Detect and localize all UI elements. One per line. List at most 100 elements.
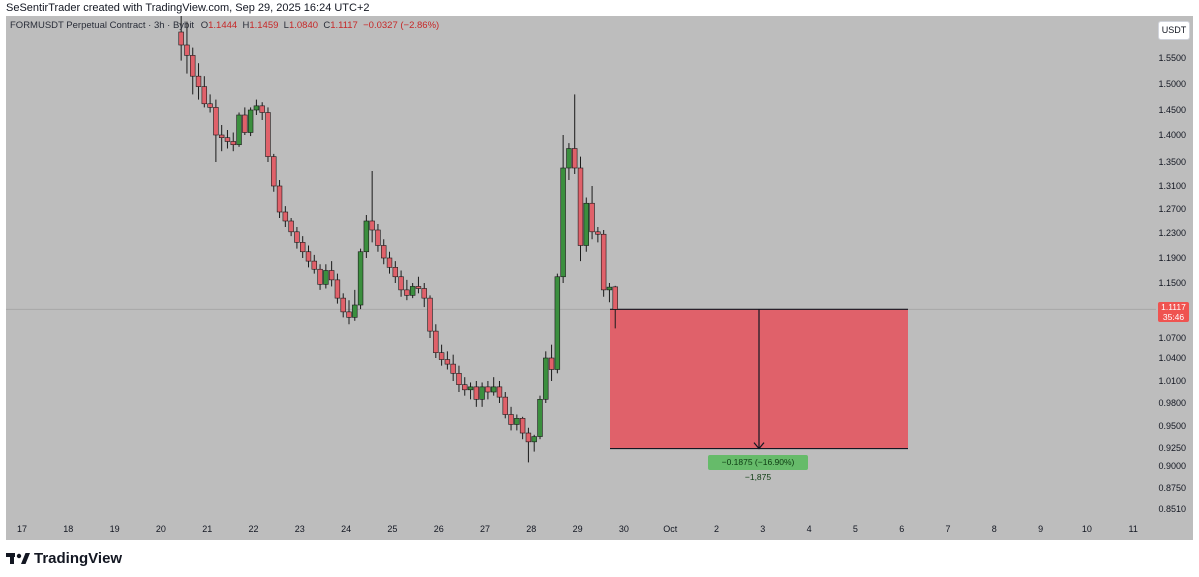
- x-tick-label: 20: [156, 524, 166, 534]
- candle-body: [485, 386, 491, 393]
- candle: [600, 230, 607, 297]
- x-tick-label: 9: [1038, 524, 1043, 534]
- x-tick-label: 11: [1129, 524, 1138, 534]
- candle-body: [508, 414, 514, 425]
- candle: [554, 273, 561, 374]
- x-tick-label: 6: [899, 524, 904, 534]
- candle-body: [311, 260, 317, 270]
- candle-body: [456, 373, 462, 385]
- candle-body: [392, 267, 398, 278]
- candle: [467, 382, 474, 400]
- candle-body: [381, 245, 387, 259]
- y-tick-label: 0.9800: [1158, 398, 1186, 408]
- candle: [595, 227, 601, 243]
- candle: [537, 395, 543, 440]
- x-tick-label: 4: [807, 524, 812, 534]
- symbol-legend: FORMUSDT Perpetual Contract · 3h · Bybit…: [10, 20, 439, 31]
- symbol-name: FORMUSDT Perpetual Contract · 3h · Bybit: [10, 20, 195, 31]
- candle: [398, 270, 404, 297]
- candle-body: [398, 276, 404, 291]
- candle-body: [409, 286, 416, 296]
- candle-body: [496, 386, 503, 398]
- candle-body: [531, 436, 537, 443]
- x-tick-label: 3: [760, 524, 765, 534]
- candle-body: [438, 352, 445, 360]
- candle: [242, 107, 248, 135]
- candle: [444, 351, 451, 370]
- candle-body: [427, 297, 433, 332]
- candle-body: [334, 279, 341, 299]
- candle-body: [577, 167, 584, 246]
- candle: [247, 107, 254, 137]
- candle-body: [213, 107, 219, 136]
- candle-body: [572, 148, 578, 169]
- candle: [276, 180, 283, 218]
- candle-body: [294, 231, 300, 243]
- candle-body: [363, 220, 370, 253]
- current-price-tag: 1.1117 35:46: [1158, 302, 1189, 322]
- candle-body: [230, 141, 236, 146]
- candle: [190, 47, 196, 95]
- candle: [525, 427, 532, 463]
- y-tick-label: 0.8750: [1158, 483, 1186, 493]
- candle-body: [271, 156, 277, 187]
- open-value: 1.1444: [208, 20, 238, 31]
- x-tick-label: 7: [945, 524, 950, 534]
- low-value: 1.0840: [288, 20, 319, 31]
- candle: [201, 76, 208, 108]
- x-tick-label: 19: [110, 524, 120, 534]
- candle: [195, 63, 202, 100]
- current-price: 1.1117: [1161, 302, 1186, 312]
- candle: [178, 16, 184, 61]
- x-tick-label: 24: [341, 524, 351, 534]
- candle-body: [340, 297, 346, 313]
- candle: [207, 94, 213, 113]
- candle: [404, 279, 410, 301]
- candle-body: [224, 137, 231, 142]
- y-tick-label: 1.3100: [1158, 181, 1186, 191]
- candle: [369, 171, 375, 243]
- x-tick-label: Oct: [663, 524, 678, 534]
- candle-body: [473, 386, 480, 400]
- candle: [288, 218, 294, 237]
- candle: [346, 300, 352, 325]
- candle: [381, 239, 387, 265]
- open-label: O: [200, 20, 209, 31]
- candle: [271, 153, 277, 192]
- candle: [305, 245, 312, 268]
- high-value: 1.1459: [249, 20, 279, 31]
- candle-body: [537, 399, 543, 437]
- candle-body: [421, 288, 427, 299]
- high-label: H: [242, 20, 250, 31]
- candle-body: [589, 202, 595, 233]
- candle: [502, 392, 508, 419]
- measure-label: −0.1875 (−16.90%) −1,875: [708, 455, 808, 482]
- candle: [230, 132, 236, 152]
- candle-body: [299, 242, 306, 253]
- x-tick-label: 5: [853, 524, 858, 534]
- candle-body: [178, 31, 184, 46]
- candle: [224, 130, 231, 149]
- candle: [409, 283, 416, 299]
- candle: [334, 273, 341, 304]
- candle: [462, 377, 468, 396]
- candle-body: [519, 418, 526, 434]
- candle: [560, 135, 566, 283]
- y-tick-label: 1.3500: [1158, 157, 1186, 167]
- x-tick-label: 25: [387, 524, 397, 534]
- y-tick-label: 0.9000: [1158, 461, 1186, 471]
- candle-body: [560, 167, 566, 278]
- currency-button[interactable]: USDT: [1158, 21, 1190, 40]
- y-tick-label: 0.9250: [1158, 443, 1186, 453]
- candle-body: [554, 276, 561, 370]
- brand-name: TradingView: [34, 549, 123, 567]
- y-tick-label: 0.9500: [1158, 421, 1186, 431]
- candle: [589, 186, 595, 240]
- candle-body: [323, 270, 329, 285]
- y-tick-label: 1.2700: [1158, 204, 1186, 214]
- candle-body: [259, 105, 265, 113]
- candle: [531, 434, 537, 452]
- candle: [340, 293, 346, 318]
- candle: [519, 416, 526, 440]
- x-tick-label: 22: [248, 524, 258, 534]
